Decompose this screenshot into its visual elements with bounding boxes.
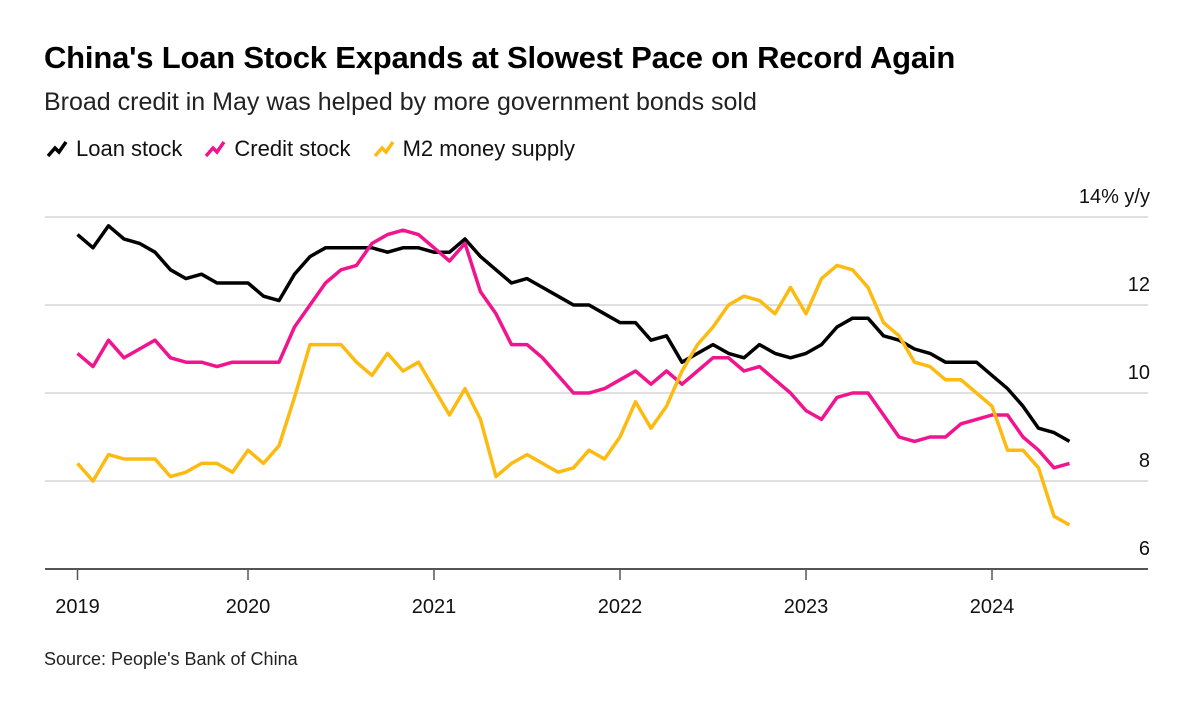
legend-swatch-loan-stock	[46, 140, 68, 158]
legend: Loan stock Credit stock M2 money supply	[46, 136, 575, 162]
x-tick-label: 2020	[226, 596, 271, 618]
source-note: Source: People's Bank of China	[44, 649, 298, 669]
x-tick-label: 2019	[55, 596, 100, 618]
y-tick-label: 10	[1128, 362, 1150, 384]
x-tick-label: 2023	[784, 596, 829, 618]
series-line-m2-money-supply	[76, 263, 1071, 527]
series-line-credit-stock	[76, 228, 1070, 470]
x-tick-label: 2022	[598, 596, 643, 618]
legend-label: Credit stock	[234, 136, 351, 161]
series-line-loan-stock	[76, 224, 1071, 443]
y-tick-label: 6	[1139, 538, 1150, 560]
series-lines	[76, 224, 1071, 527]
x-tick-label: 2024	[970, 596, 1015, 618]
y-tick-label: 12	[1128, 274, 1150, 296]
legend-label: M2 money supply	[402, 136, 575, 161]
gridlines	[45, 216, 1148, 482]
legend-label: Loan stock	[76, 136, 183, 161]
legend-swatch-credit-stock	[205, 140, 226, 158]
chart-title: China's Loan Stock Expands at Slowest Pa…	[44, 40, 956, 75]
x-tick-label: 2021	[412, 596, 457, 618]
chart-subtitle: Broad credit in May was helped by more g…	[44, 88, 757, 116]
legend-item-m2-money-supply: M2 money supply	[373, 136, 575, 162]
y-axis-labels: 6 8 10 12 14% y/y	[1079, 186, 1150, 560]
legend-item-loan-stock: Loan stock	[46, 136, 182, 162]
x-axis: 2019 2020 2021 2022 2023 2024	[45, 568, 1148, 618]
legend-item-credit-stock: Credit stock	[204, 136, 351, 162]
legend-swatch-m2-money-supply	[373, 140, 394, 158]
y-tick-label: 8	[1139, 450, 1150, 472]
y-tick-label: 14% y/y	[1079, 186, 1150, 208]
